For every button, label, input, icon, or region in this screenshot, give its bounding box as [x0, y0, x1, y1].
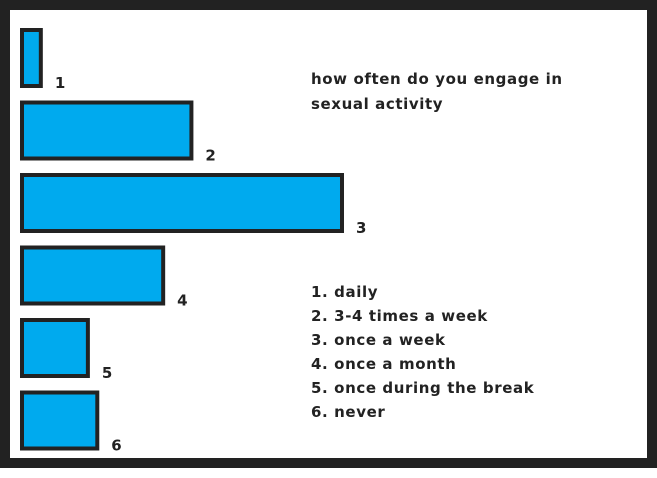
bar-label-1: 1 — [55, 74, 65, 92]
bar-3 — [20, 173, 344, 233]
legend-item: 3. once a week — [311, 331, 446, 349]
bar-1 — [20, 28, 43, 88]
bar-label-4: 4 — [177, 292, 187, 310]
bar-chart: 1 2 3 4 5 6 — [20, 28, 366, 455]
bar-label-2: 2 — [205, 147, 215, 165]
bar-label-3: 3 — [356, 219, 366, 237]
bar-6 — [20, 390, 100, 451]
chart-title-line-1: how often do you engage in — [311, 70, 563, 88]
chart-title-line-2: sexual activity — [311, 95, 444, 113]
bar-4 — [20, 245, 166, 306]
bar-2 — [20, 100, 194, 161]
legend-item: 4. once a month — [311, 355, 457, 373]
legend-item: 2. 3-4 times a week — [311, 307, 488, 325]
bar-label-5: 5 — [102, 364, 112, 382]
legend-item: 6. never — [311, 403, 386, 421]
chart-frame: 1 2 3 4 5 6 how often do you engage in sexual… — [0, 0, 657, 468]
legend-item: 5. once during the break — [311, 379, 535, 397]
legend: 1. daily 2. 3-4 times a week 3. once a w… — [311, 280, 534, 424]
bar-5 — [20, 318, 90, 378]
bar-label-6: 6 — [111, 437, 121, 455]
legend-item: 1. daily — [311, 283, 379, 301]
